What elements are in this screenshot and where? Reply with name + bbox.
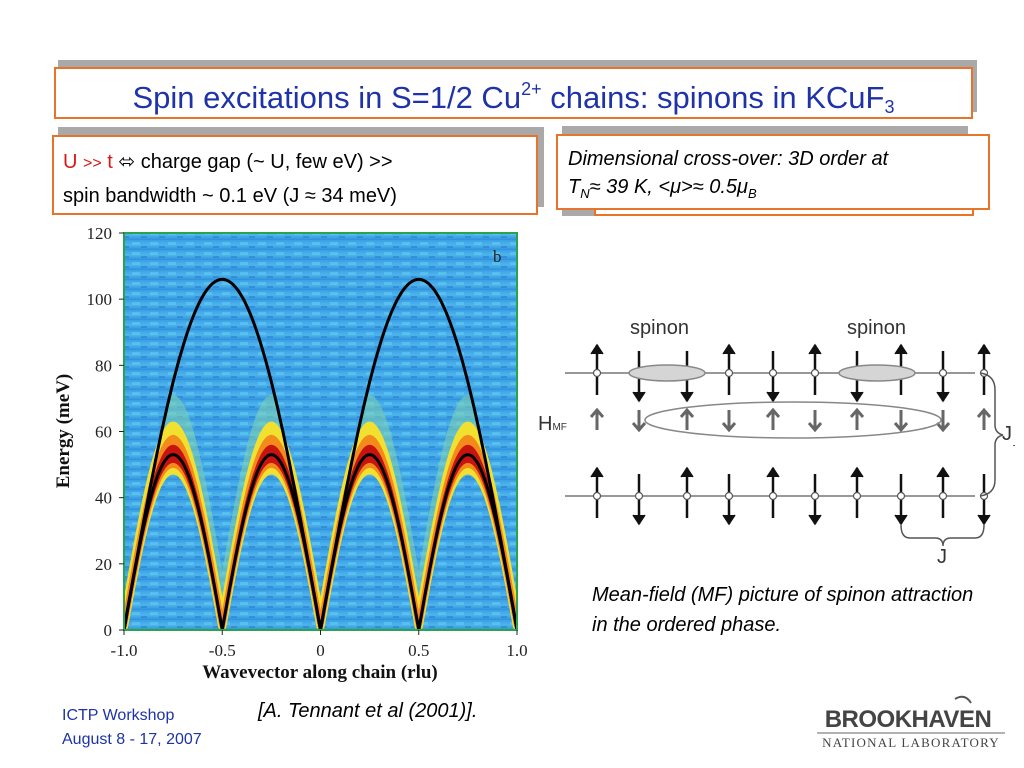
continuum-band [124,395,517,630]
j-brace [900,524,985,547]
logo-swoosh-icon [954,695,972,704]
spinon-continuum-chart: -1.0 -0.5 0 0.5 1.0 0 20 40 60 80 100 120 b Wavevec… [53,224,528,683]
crossover-line-2: TN≈ 39 K, <μ>≈ 0.5μB [568,176,757,201]
x-axis-label: Wavevector along chain (rlu) [202,662,438,683]
logo-national-laboratory: NATIONAL LABORATORY [822,735,1000,750]
bottom-chain-site [768,491,778,501]
spinon-ellipse-2 [838,364,916,382]
arrow-up-icon [766,466,780,478]
mf-arrow-up-icon [679,407,695,418]
bottom-chain-site [634,491,644,501]
arrow-down-icon [722,514,736,526]
arrow-up-icon [977,343,991,355]
mf-arrow-up-icon [849,407,865,418]
mf-arrow-up-icon [589,407,605,418]
bottom-chain-site [592,491,602,501]
attraction-ellipse [644,401,942,439]
spinon-ellipse-1 [628,364,706,382]
top-chain-site [768,368,778,378]
y-tick-label: 80 [95,356,112,375]
arrow-down-icon [632,391,646,403]
j-perp-brace [979,372,1004,497]
arrow-up-icon [936,466,950,478]
x-tick-label: -1.0 [111,641,138,660]
bottom-chain-site [724,491,734,501]
footer-date: August 8 - 17, 2007 [62,731,202,748]
bottom-chain-site [810,491,820,501]
mean-field-diagram: spinon spinon HMF J⊥ J [538,317,1015,568]
x-tick-label: 1.0 [506,641,527,660]
mf-arrow-down-icon [721,422,737,433]
arrow-up-icon [722,343,736,355]
arrow-up-icon [894,343,908,355]
mf-arrow-down-icon [807,422,823,433]
x-tick-label: -0.5 [209,641,236,660]
arrow-down-icon [977,514,991,526]
arrow-up-icon [590,343,604,355]
double-arrow-icon: ⬄ [118,151,136,173]
energy-scale-box: U >> t ⬄ charge gap (~ U, few eV) >> spi… [52,135,538,215]
citation: [A. Tennant et al (2001)]. [258,700,478,722]
j-perp-label: J⊥ [1002,423,1015,449]
mf-arrow-up-icon [765,407,781,418]
mf-arrow-down-icon [893,422,909,433]
title-box: Spin excitations in S=1/2 Cu2+ chains: s… [54,67,973,119]
top-chain-site [724,368,734,378]
crossover-line-1: Dimensional cross-over: 3D order at [568,148,889,170]
arrow-down-icon [766,391,780,403]
arrow-up-icon [590,466,604,478]
bottom-chain-site [938,491,948,501]
hmf-label: HMF [538,413,567,435]
top-chain-site [592,368,602,378]
crossover-box: Dimensional cross-over: 3D order at TN≈ … [556,134,990,210]
y-tick-label: 40 [95,489,112,508]
top-chain-site [938,368,948,378]
x-tick-label: 0.5 [408,641,429,660]
logo-brookhaven: BROOKHAVEN [825,706,992,733]
arrow-down-icon [808,514,822,526]
arrow-down-icon [936,391,950,403]
bottom-chain-site [682,491,692,501]
y-tick-label: 20 [95,555,112,574]
brookhaven-logo: BROOKHAVEN NATIONAL LABORATORY [817,695,1005,750]
energy-scale-line-2: spin bandwidth ~ 0.1 eV (J ≈ 34 meV) [63,185,397,207]
y-tick-label: 120 [87,224,113,243]
arrow-down-icon [680,391,694,403]
y-tick-label: 60 [95,423,112,442]
page-title: Spin excitations in S=1/2 Cu2+ chains: s… [132,79,895,117]
arrow-down-icon [894,514,908,526]
arrow-down-icon [632,514,646,526]
energy-scale-line-1: U >> t ⬄ charge gap (~ U, few eV) >> [63,151,393,173]
mf-caption: Mean-field (MF) picture of spinon attrac… [592,584,974,636]
mf-arrow-down-icon [631,422,647,433]
arrow-up-icon [680,466,694,478]
mf-arrow-down-icon [935,422,951,433]
spinon-label-2: spinon [847,317,906,339]
arrow-up-icon [850,466,864,478]
footer-workshop: ICTP Workshop [62,707,175,724]
bottom-chain-site [896,491,906,501]
panel-label: b [493,247,502,266]
j-label: J [937,546,947,568]
y-axis-label: Energy (meV) [53,374,74,489]
y-tick-label: 0 [104,621,113,640]
bottom-chain-site [852,491,862,501]
spinon-label-1: spinon [630,317,689,339]
x-tick-label: 0 [316,641,325,660]
arrow-up-icon [808,343,822,355]
mf-arrow-up-icon [976,407,992,418]
y-tick-label: 100 [87,290,113,309]
top-chain-site [810,368,820,378]
upper-boundary-curve [124,277,517,630]
lower-boundary-curve [124,453,517,630]
arrow-down-icon [850,391,864,403]
